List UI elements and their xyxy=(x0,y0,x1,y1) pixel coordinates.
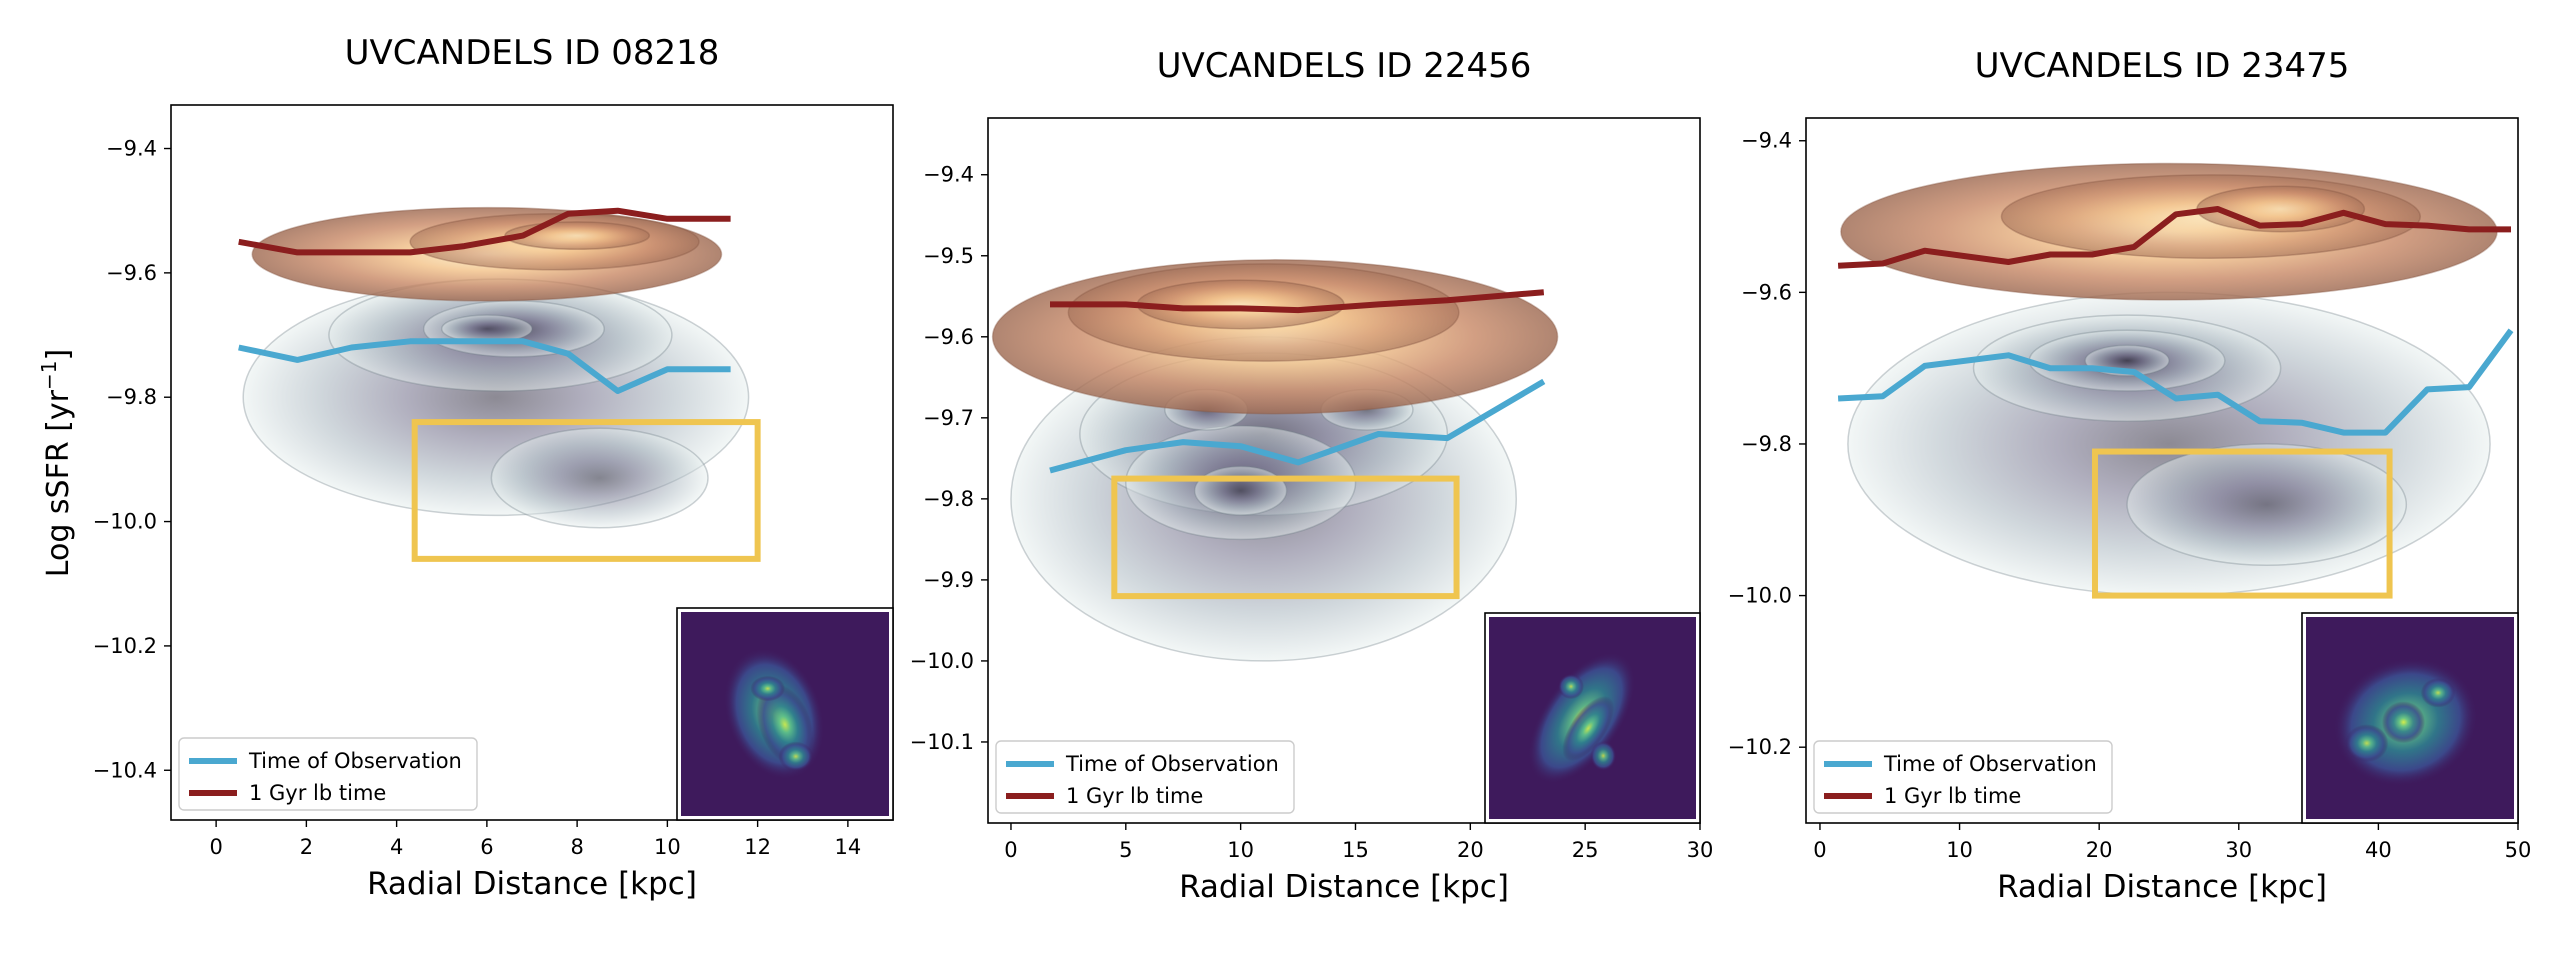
legend-box xyxy=(995,740,1295,814)
y-tick-label: −9.7 xyxy=(923,406,974,430)
x-tick-label: 6 xyxy=(480,835,493,859)
x-axis-label: Radial Distance [kpc] xyxy=(1997,869,2327,905)
x-tick-label: 10 xyxy=(1946,838,1973,862)
x-tick-label: 12 xyxy=(744,835,771,859)
x-tick-label: 2 xyxy=(300,835,313,859)
galaxy-emission xyxy=(778,741,814,772)
x-tick-label: 10 xyxy=(1227,838,1254,862)
y-tick-label: −10.1 xyxy=(910,730,974,754)
galaxy-inset-image xyxy=(676,607,894,821)
legend-label: 1 Gyr lb time xyxy=(249,781,386,805)
galaxy-inset-image xyxy=(1484,612,1701,824)
x-tick-label: 4 xyxy=(390,835,403,859)
x-axis-label: Radial Distance [kpc] xyxy=(367,866,697,902)
galaxy-emission xyxy=(2420,678,2456,708)
panel-title: UVCANDELS ID 08218 xyxy=(345,33,720,73)
legend-label: 1 Gyr lb time xyxy=(1066,784,1203,808)
panel-title: UVCANDELS ID 23475 xyxy=(1975,46,2350,86)
axes-frame xyxy=(170,104,894,821)
axes-frame xyxy=(987,117,1701,824)
plot-area xyxy=(1837,162,2514,599)
contour-observation xyxy=(2126,443,2408,567)
y-tick-label: −9.8 xyxy=(923,487,974,511)
y-tick-label: −9.9 xyxy=(923,568,974,592)
contour-observation xyxy=(1193,465,1288,516)
axes-frame xyxy=(1805,117,2519,824)
galaxy-emission xyxy=(2345,724,2389,763)
series-line-observation xyxy=(1837,328,2514,436)
x-tick-label: 50 xyxy=(2505,838,2532,862)
legend: Time of Observation 1 Gyr lb time xyxy=(1813,740,2113,814)
legend-label: Time of Observation xyxy=(1065,752,1279,776)
panel-3: UVCANDELS ID 23475 0 10 20 30 40 50 −9.4 −9.6 −9.… xyxy=(1728,46,2532,905)
x-axis-label: Radial Distance [kpc] xyxy=(1179,869,1509,905)
x-tick-label: 10 xyxy=(654,835,681,859)
x-tick-label: 40 xyxy=(2365,838,2392,862)
panel-title: UVCANDELS ID 22456 xyxy=(1157,46,1532,86)
x-tick-label: 0 xyxy=(209,835,222,859)
y-tick-label: −9.4 xyxy=(106,137,157,161)
galaxy-inset-image xyxy=(2301,612,2519,824)
y-tick-label: −10.0 xyxy=(93,510,157,534)
y-tick-label: −9.5 xyxy=(923,244,974,268)
x-tick-label: 30 xyxy=(1687,838,1714,862)
legend-box xyxy=(178,737,478,811)
y-tick-label: −9.6 xyxy=(1741,280,1792,304)
galaxy-emission xyxy=(1590,741,1617,771)
x-tick-label: 8 xyxy=(570,835,583,859)
panel-1: UVCANDELS ID 08218 0 2 4 6 8 10 12 14 −9.4 −9.6 −9.… xyxy=(93,33,894,902)
legend-label: Time of Observation xyxy=(1883,752,2097,776)
y-tick-label: −10.4 xyxy=(93,758,157,782)
legend-label: 1 Gyr lb time xyxy=(1884,784,2021,808)
series-line-lookback xyxy=(1837,206,2511,269)
series-line-observation xyxy=(1049,378,1546,474)
x-tick-label: 0 xyxy=(1004,838,1017,862)
series-line-lookback xyxy=(1050,289,1545,314)
y-tick-label: −10.2 xyxy=(93,634,157,658)
y-axis-label: Log sSFR [yr−1] xyxy=(37,349,76,577)
y-tick-label: −10.2 xyxy=(1728,735,1792,759)
x-tick-label: 20 xyxy=(2086,838,2113,862)
y-tick-label: −10.0 xyxy=(910,649,974,673)
plot-area xyxy=(238,206,761,562)
legend: Time of Observation 1 Gyr lb time xyxy=(178,737,478,811)
galaxy-emission xyxy=(750,675,785,702)
y-tick-label: −10.0 xyxy=(1728,584,1792,608)
plot-area xyxy=(991,259,1559,662)
x-tick-label: 0 xyxy=(1813,838,1826,862)
galaxy-emission xyxy=(2381,701,2426,744)
legend: Time of Observation 1 Gyr lb time xyxy=(995,740,1295,814)
legend-box xyxy=(1813,740,2113,814)
x-tick-label: 20 xyxy=(1457,838,1484,862)
x-tick-label: 14 xyxy=(835,835,862,859)
legend-label: Time of Observation xyxy=(248,749,462,773)
y-tick-label: −9.4 xyxy=(1741,129,1792,153)
series-line-lookback xyxy=(238,207,731,256)
series-line-observation xyxy=(238,338,731,394)
panel-2: UVCANDELS ID 22456 0 5 10 15 20 25 30 −9.4 −9.5 −9… xyxy=(910,46,1714,905)
y-tick-label: −9.4 xyxy=(923,163,974,187)
y-tick-label: −9.8 xyxy=(106,385,157,409)
x-tick-label: 5 xyxy=(1119,838,1132,862)
y-tick-label: −9.6 xyxy=(106,261,157,285)
highlight-box xyxy=(1111,475,1460,600)
galaxy-emission xyxy=(1558,673,1584,700)
x-tick-label: 15 xyxy=(1342,838,1369,862)
highlight-box xyxy=(2091,448,2393,599)
contour-observation xyxy=(490,427,709,529)
y-tick-label: −9.6 xyxy=(923,325,974,349)
highlight-box xyxy=(411,419,761,562)
y-tick-label: −9.8 xyxy=(1741,432,1792,456)
x-tick-label: 25 xyxy=(1572,838,1599,862)
galaxy-emission xyxy=(1562,696,1615,761)
x-tick-label: 30 xyxy=(2225,838,2252,862)
